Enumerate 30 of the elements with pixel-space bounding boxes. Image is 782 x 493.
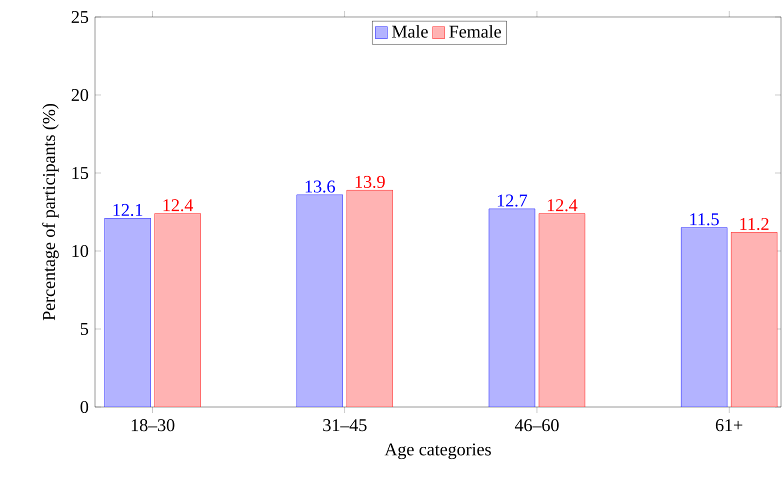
data-label: 13.9 <box>356 176 385 188</box>
y-tick-label: 0 <box>80 400 88 414</box>
legend-label: Male <box>392 25 428 38</box>
bar <box>538 213 586 407</box>
x-tick-label: 46–60 <box>514 419 559 432</box>
y-tick-label: 10 <box>72 244 88 258</box>
y-tick-label: 25 <box>72 10 88 24</box>
data-label: 12.4 <box>164 199 194 212</box>
y-tick-label: 5 <box>80 323 88 335</box>
y-tick-label: 20 <box>72 88 88 102</box>
bar <box>730 232 778 407</box>
data-label: 11.5 <box>690 213 719 226</box>
bar <box>104 218 151 407</box>
x-tick-label: 61+ <box>716 419 742 432</box>
bar <box>680 227 728 407</box>
legend-label: Female <box>449 25 501 38</box>
y-axis-title: Percentage of participants (%) <box>42 104 59 320</box>
bar <box>346 190 394 407</box>
bar <box>154 213 201 407</box>
data-label: 13.6 <box>306 180 335 193</box>
bar <box>296 194 344 407</box>
x-tick-label: 18–30 <box>132 419 174 432</box>
data-label: 12.4 <box>548 199 578 212</box>
x-axis-title: Age categories <box>384 443 491 460</box>
bar <box>488 208 536 407</box>
data-label: 12.1 <box>114 204 142 216</box>
y-tick-label: 15 <box>72 166 88 179</box>
x-tick-label: 31–45 <box>323 419 367 432</box>
data-label: 12.7 <box>498 194 528 207</box>
data-label: 11.2 <box>740 218 769 230</box>
